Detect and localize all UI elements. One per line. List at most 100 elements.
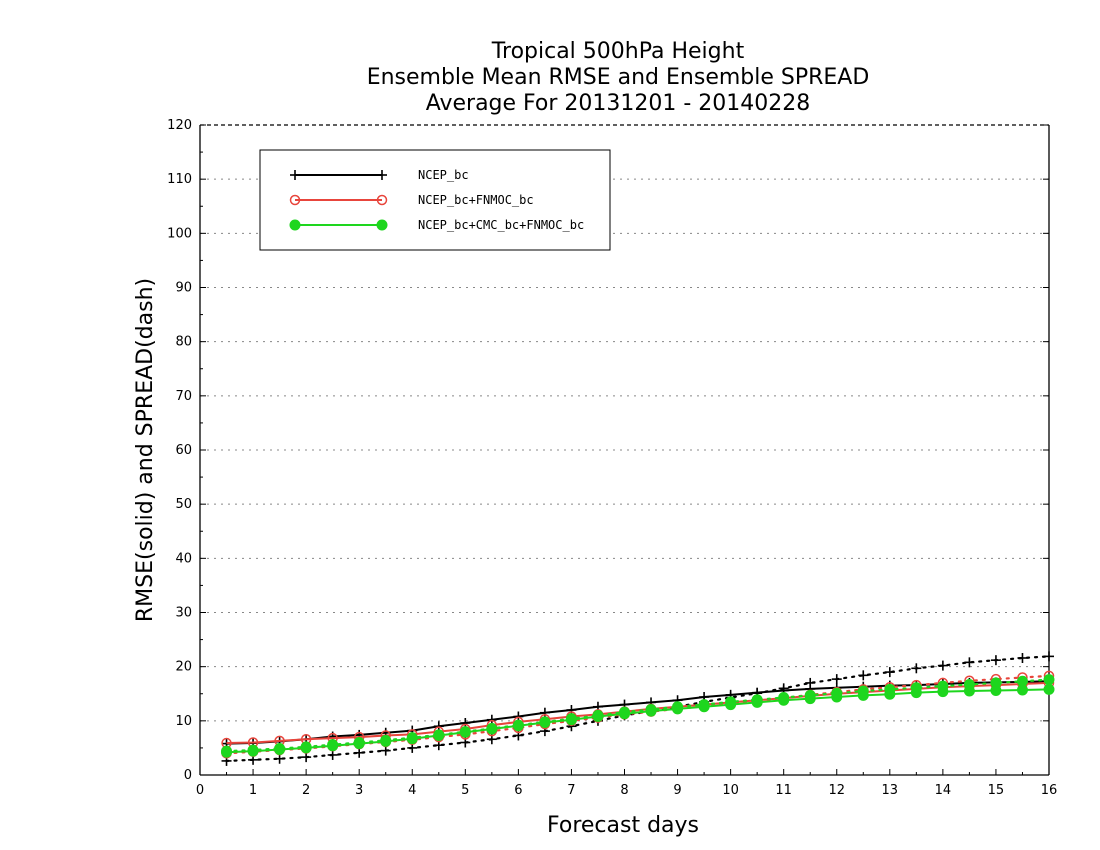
series-1-spread-point-28	[964, 657, 975, 668]
series-3-spread-point-17	[672, 701, 684, 713]
series-3-spread-point-1	[247, 744, 259, 756]
y-tick-label-20: 20	[175, 660, 192, 675]
series-3-spread-line	[225, 678, 1051, 753]
legend-entry-1: NCEP_bc	[290, 168, 469, 182]
series-1-spread-point-31	[1044, 651, 1054, 662]
series-3	[221, 674, 1055, 758]
series-1-spread-point-6	[380, 745, 391, 756]
x-tick-label-13: 13	[882, 783, 899, 798]
series-3-spread-point-16	[645, 703, 657, 715]
series-1-spread-point-2	[274, 753, 285, 764]
x-tick-label-3: 3	[355, 783, 363, 798]
series-1-spread-point-4	[327, 749, 338, 760]
series-3-spread-point-0	[221, 745, 233, 757]
x-tick-label-11: 11	[775, 783, 792, 798]
legend-entry-3: NCEP_bc+CMC_bc+FNMOC_bc	[289, 218, 584, 232]
series-3-spread-point-25	[884, 683, 896, 695]
series-3-spread-point-28	[963, 679, 975, 691]
series-3-spread-point-30	[1016, 675, 1028, 687]
series-1-spread-point-29	[990, 655, 1001, 666]
series-3-spread-point-9	[459, 726, 471, 738]
series-3-rmse-line	[226, 688, 1050, 754]
legend-entry-1-marker-right	[377, 170, 387, 180]
series-3-spread-point-13	[565, 713, 577, 725]
series-3-spread-point-31	[1043, 674, 1055, 686]
y-tick-label-60: 60	[175, 443, 192, 458]
y-tick-label-120: 120	[167, 118, 192, 133]
legend-entry-2-marker-left	[289, 194, 301, 206]
series-1-rmse-point-12	[539, 707, 550, 718]
series-3-spread-point-6	[380, 734, 392, 746]
x-tick-label-10: 10	[722, 783, 739, 798]
y-tick-label-10: 10	[175, 714, 192, 729]
series-1-spread-point-3	[301, 752, 312, 763]
series-3-spread-point-22	[804, 689, 816, 701]
series-3-spread-point-4	[327, 739, 339, 751]
legend-entry-3-marker-left	[289, 219, 301, 231]
legend-entry-3-marker-right	[376, 219, 388, 231]
series-layer	[221, 651, 1055, 766]
legend: NCEP_bc NCEP_bc+FNMOC_bc NCEP_bc+CMC_bc+FN…	[259, 149, 611, 251]
x-tick-label-1: 1	[249, 783, 257, 798]
series-3-spread-point-24	[857, 685, 869, 697]
series-3-rmse-point-31	[1043, 683, 1055, 695]
y-tick-label-100: 100	[167, 226, 192, 241]
series-1-spread-point-27	[937, 660, 948, 671]
series-3-spread-point-23	[831, 687, 843, 699]
series-3-spread-point-8	[433, 729, 445, 741]
x-tick-label-2: 2	[302, 783, 310, 798]
legend-entry-3-label: NCEP_bc+CMC_bc+FNMOC_bc	[418, 218, 584, 232]
series-1-spread-point-25	[884, 667, 895, 678]
y-tick-label-110: 110	[167, 172, 192, 187]
series-1-spread-point-30	[1017, 653, 1028, 663]
series-1-spread-point-26	[911, 663, 922, 674]
series-3-spread-point-18	[698, 699, 710, 711]
x-tick-label-12: 12	[828, 783, 845, 798]
series-3-spread-point-27	[937, 680, 949, 692]
legend-entry-2: NCEP_bc+FNMOC_bc	[289, 193, 534, 207]
chart-title-line-2: Ensemble Mean RMSE and Ensemble SPREAD	[367, 65, 870, 90]
y-axis-label: RMSE(solid) and SPREAD(dash)	[133, 278, 158, 622]
series-3-spread-point-7	[406, 732, 418, 744]
y-tick-label-70: 70	[175, 389, 192, 404]
series-3-spread-point-12	[539, 716, 551, 728]
x-tick-label-0: 0	[196, 783, 204, 798]
series-1-spread-point-24	[858, 670, 869, 681]
x-tick-label-15: 15	[988, 783, 1005, 798]
series-3-spread-point-26	[910, 682, 922, 694]
x-tick-label-5: 5	[461, 783, 469, 798]
y-tick-label-90: 90	[175, 281, 192, 296]
legend-entry-2-label: NCEP_bc+FNMOC_bc	[418, 193, 534, 207]
series-3-spread-point-3	[300, 741, 312, 753]
x-tick-label-8: 8	[620, 783, 628, 798]
x-tick-label-16: 16	[1041, 783, 1058, 798]
x-axis-label: Forecast days	[547, 813, 699, 838]
y-tick-label-40: 40	[175, 551, 192, 566]
axis-ticks: 0 1 2 3 4 5 6 7 8 9 10 11 12 13 14 15 160102030405060708…	[167, 118, 1057, 798]
y-tick-label-30: 30	[175, 606, 192, 621]
series-3-spread-point-11	[512, 719, 524, 731]
legend-entry-1-marker-left	[290, 170, 300, 180]
y-tick-label-80: 80	[175, 335, 192, 350]
legend-entry-2-marker-right	[376, 194, 388, 206]
x-tick-label-6: 6	[514, 783, 522, 798]
x-tick-label-4: 4	[408, 783, 416, 798]
series-1-spread-point-5	[354, 747, 365, 758]
series-1-spread-point-23	[831, 674, 842, 685]
series-3-spread-point-19	[725, 696, 737, 708]
series-1	[221, 651, 1054, 766]
x-tick-label-9: 9	[673, 783, 681, 798]
chart-title-line-3: Average For 20131201 - 20140228	[426, 91, 811, 116]
chart-title: Tropical 500hPa Height Ensemble Mean RMS…	[367, 39, 870, 116]
x-tick-label-7: 7	[567, 783, 575, 798]
series-3-spread-point-5	[353, 737, 365, 748]
series-3-spread-point-14	[592, 709, 604, 721]
chart-title-line-1: Tropical 500hPa Height	[491, 39, 745, 64]
x-tick-label-14: 14	[935, 783, 952, 798]
series-3-spread-point-29	[990, 677, 1002, 689]
legend-entry-1-label: NCEP_bc	[418, 168, 469, 182]
series-3-spread-point-15	[619, 706, 630, 718]
series-3-spread-point-20	[751, 694, 763, 706]
series-3-spread-point-10	[486, 722, 498, 734]
